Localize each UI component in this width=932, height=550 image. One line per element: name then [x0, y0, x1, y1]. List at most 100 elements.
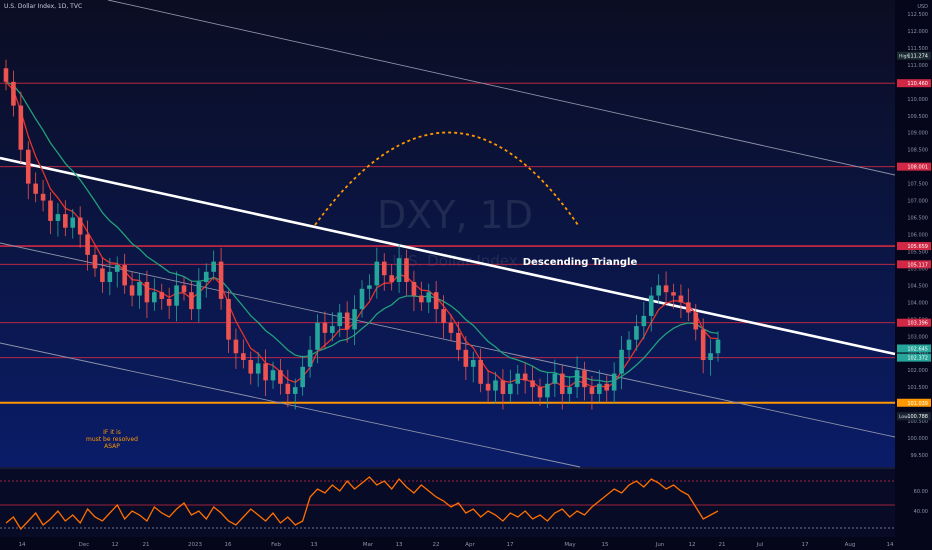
low-tag-box	[897, 412, 931, 421]
time-tick-label: Dec	[79, 542, 90, 548]
level-tag-box	[897, 318, 931, 327]
level-tag: 105.117	[907, 262, 928, 268]
candle-body	[55, 214, 61, 221]
candle-body	[411, 281, 417, 296]
candle-body	[708, 353, 713, 361]
candle-body	[344, 312, 350, 330]
candle-body	[359, 288, 365, 310]
price-tick-label: 108.500	[907, 148, 928, 154]
main-pane-background	[0, 0, 895, 467]
time-tick-label: 17	[802, 542, 809, 548]
rsi-indicator	[0, 476, 895, 531]
candlesticks	[3, 59, 721, 410]
candle-body	[3, 68, 9, 82]
candle-body	[433, 292, 439, 310]
time-tick-label: 15	[602, 542, 609, 548]
time-tick-label: 2023	[188, 542, 202, 548]
candle-body	[545, 383, 550, 398]
upper-channel-line	[107, 0, 896, 176]
candle-body	[352, 309, 357, 330]
candle-body	[70, 217, 76, 228]
candle-body	[307, 349, 313, 367]
projection-arc[interactable]	[314, 131, 579, 226]
candle-body	[693, 312, 699, 330]
time-axis[interactable]: 14 Dec 12 21 2023 16 Feb 13 Mar 13 22 Apr 17 May 15 Jun…	[19, 542, 894, 548]
candle-body	[85, 234, 90, 255]
candle-body	[100, 268, 105, 282]
horizontal-levels	[0, 82, 895, 404]
high-tag-box	[897, 51, 931, 60]
time-tick-label: 14	[19, 542, 26, 548]
candle-body	[396, 258, 402, 282]
price-tick-label: 111.500	[907, 46, 928, 52]
candle-body	[226, 298, 231, 340]
candle-body	[337, 312, 343, 327]
note-line-1: IF it is	[103, 429, 121, 436]
time-tick-label: Jul	[756, 542, 764, 548]
candle-body	[686, 302, 691, 313]
candle-body	[374, 261, 380, 286]
candle-body	[485, 383, 491, 391]
candle-body	[367, 285, 372, 289]
rsi-line	[5, 476, 719, 531]
time-tick-label: May	[564, 542, 576, 548]
low-label: Low	[899, 414, 908, 420]
price-tick-label: 105.500	[907, 249, 928, 255]
candle-body	[40, 193, 46, 201]
candle-body	[700, 329, 706, 361]
time-tick-label: 12	[689, 542, 696, 548]
candle-body	[137, 281, 142, 296]
rsi-tick-40: 40.00	[914, 509, 928, 515]
level-tag: 103.396	[907, 321, 928, 327]
candle-body	[641, 315, 647, 327]
candle-body	[463, 349, 469, 367]
candle-body	[63, 214, 68, 228]
price-tick-label: 109.500	[907, 114, 928, 120]
time-tick-label: 12	[112, 542, 119, 548]
time-tick-label: Feb	[271, 542, 281, 548]
candle-body	[166, 298, 172, 306]
price-tick-label: 105.000	[907, 266, 928, 272]
candle-body	[189, 292, 194, 310]
candle-body	[448, 322, 454, 333]
candle-body	[715, 339, 721, 354]
candle-body	[33, 183, 38, 194]
candle-body	[381, 261, 387, 276]
candle-body	[574, 370, 580, 388]
price-tick-label: 104.500	[907, 283, 928, 289]
candle-body	[181, 285, 187, 293]
candle-body	[426, 292, 432, 303]
level-tag: 108.001	[907, 165, 928, 171]
middle-channel-line	[0, 242, 896, 438]
level-tag-box	[897, 344, 931, 353]
candle-body	[144, 281, 150, 303]
candle-body	[597, 383, 602, 394]
rsi-axis: 60.00 40.00	[914, 489, 928, 515]
candle-body	[582, 370, 587, 388]
lower-channel-line	[0, 342, 581, 468]
candle-body	[671, 292, 676, 296]
candle-body	[233, 339, 239, 354]
candle-body	[589, 387, 595, 394]
candle-body	[211, 261, 216, 272]
candle-body	[604, 383, 610, 391]
rsi-pane-background	[0, 469, 895, 537]
price-tick-label: 110.000	[907, 97, 928, 103]
candle-body	[537, 387, 543, 398]
candle-body	[114, 265, 120, 272]
candle-body	[478, 360, 483, 384]
candle-body	[559, 373, 565, 394]
candle-body	[48, 200, 53, 221]
candle-body	[203, 271, 209, 282]
candle-body	[292, 387, 298, 394]
descending-trendline[interactable]	[0, 156, 896, 356]
time-tick-label: Mar	[363, 542, 374, 548]
level-tag: 101.039	[907, 401, 928, 407]
price-tick-label: 107.000	[907, 199, 928, 205]
level-tag-box	[897, 162, 931, 171]
candle-body	[619, 349, 624, 374]
level-tag: 105.659	[907, 244, 928, 250]
candle-body	[552, 373, 558, 384]
candle-body	[218, 261, 224, 299]
